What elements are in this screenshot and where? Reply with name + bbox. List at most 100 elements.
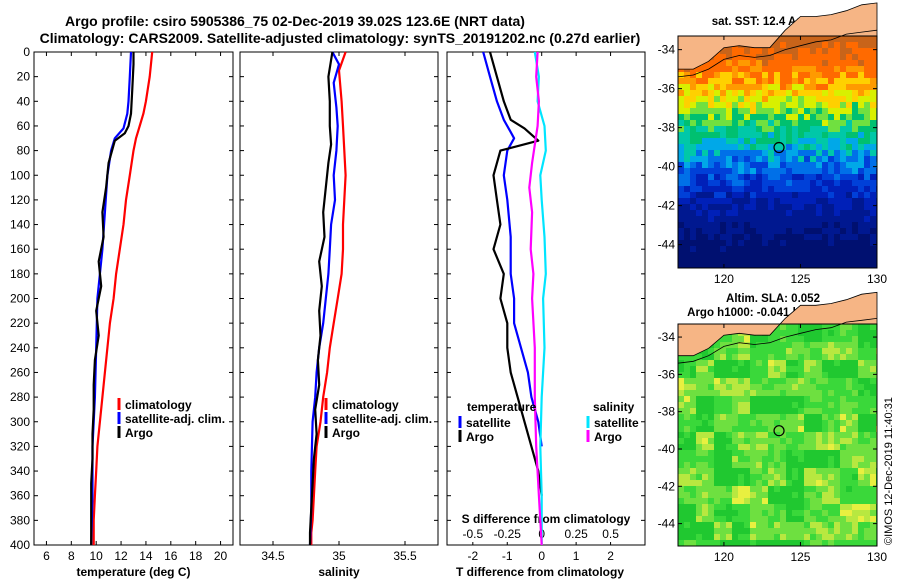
map-cell — [762, 66, 768, 72]
map-cell — [864, 456, 870, 462]
map-cell — [852, 360, 858, 366]
map-cell — [708, 414, 714, 420]
map-cell — [828, 522, 834, 528]
map-cell — [678, 84, 684, 90]
map-cell — [798, 348, 804, 354]
map-cell — [702, 486, 708, 492]
map-cell — [780, 222, 786, 228]
map-cell — [804, 468, 810, 474]
map-cell — [702, 228, 708, 234]
map-cell — [708, 444, 714, 450]
map-cell — [714, 372, 720, 378]
map-cell — [684, 492, 690, 498]
map-cell — [822, 450, 828, 456]
map-cell — [726, 402, 732, 408]
map-cell — [846, 348, 852, 354]
map-cell — [846, 474, 852, 480]
map-cell — [708, 66, 714, 72]
map-cell — [696, 456, 702, 462]
map-cell — [702, 420, 708, 426]
map-cell — [732, 360, 738, 366]
map-cell — [678, 168, 684, 174]
y-tick-label: 100 — [10, 168, 30, 182]
map-cell — [756, 234, 762, 240]
map-cell — [726, 444, 732, 450]
map-cell — [858, 54, 864, 60]
map-cell — [678, 390, 684, 396]
map-cell — [702, 438, 708, 444]
map-cell — [870, 342, 876, 348]
map-cell — [756, 114, 762, 120]
map-cell — [684, 498, 690, 504]
map-cell — [714, 390, 720, 396]
map-cell — [786, 342, 792, 348]
map-cell — [870, 474, 876, 480]
map-cell — [858, 540, 864, 546]
map-cell — [780, 126, 786, 132]
map-cell — [762, 414, 768, 420]
map-cell — [750, 378, 756, 384]
map-cell — [756, 420, 762, 426]
map-cell — [846, 216, 852, 222]
map-cell — [684, 450, 690, 456]
x-axis-label: temperature (deg C) — [76, 565, 190, 579]
map-cell — [744, 198, 750, 204]
map-cell — [684, 522, 690, 528]
float-location-marker — [773, 425, 785, 437]
map-cell — [708, 498, 714, 504]
map-cell — [828, 378, 834, 384]
map-cell — [714, 66, 720, 72]
map-cell — [732, 474, 738, 480]
map-cell — [684, 246, 690, 252]
map-cell — [744, 144, 750, 150]
map-cell — [810, 438, 816, 444]
map-cell — [780, 408, 786, 414]
map-cell — [864, 492, 870, 498]
map-cell — [840, 474, 846, 480]
map-cell — [708, 78, 714, 84]
map-cell — [858, 486, 864, 492]
map-cell — [720, 480, 726, 486]
map-cell — [792, 492, 798, 498]
map-cell — [840, 162, 846, 168]
map-cell — [684, 144, 690, 150]
map-cell — [780, 144, 786, 150]
map-cell — [696, 204, 702, 210]
map-cell — [840, 330, 846, 336]
map-cell — [756, 222, 762, 228]
map-cell — [720, 378, 726, 384]
map-cell — [834, 474, 840, 480]
map-cell — [684, 372, 690, 378]
map-cell — [816, 492, 822, 498]
map-cell — [786, 504, 792, 510]
map-cell — [834, 90, 840, 96]
map-cell — [804, 240, 810, 246]
map-cell — [762, 438, 768, 444]
map-cell — [762, 522, 768, 528]
map-cell — [834, 426, 840, 432]
map-cell — [702, 234, 708, 240]
map-cell — [726, 162, 732, 168]
map-cell — [678, 150, 684, 156]
map-cell — [732, 234, 738, 240]
map-cell — [792, 186, 798, 192]
map-cell — [846, 138, 852, 144]
map-cell — [786, 72, 792, 78]
map-cell — [720, 426, 726, 432]
map-cell — [798, 126, 804, 132]
map-cell — [834, 78, 840, 84]
map-cell — [798, 180, 804, 186]
map-cell — [738, 162, 744, 168]
map-cell — [732, 534, 738, 540]
map-cell — [858, 48, 864, 54]
map-cell — [762, 174, 768, 180]
map-cell — [864, 78, 870, 84]
map-cell — [786, 198, 792, 204]
map-cell — [858, 126, 864, 132]
map-cell — [696, 162, 702, 168]
map-cell — [744, 384, 750, 390]
map-cell — [798, 456, 804, 462]
map-cell — [840, 336, 846, 342]
map-cell — [810, 426, 816, 432]
map-cell — [846, 498, 852, 504]
